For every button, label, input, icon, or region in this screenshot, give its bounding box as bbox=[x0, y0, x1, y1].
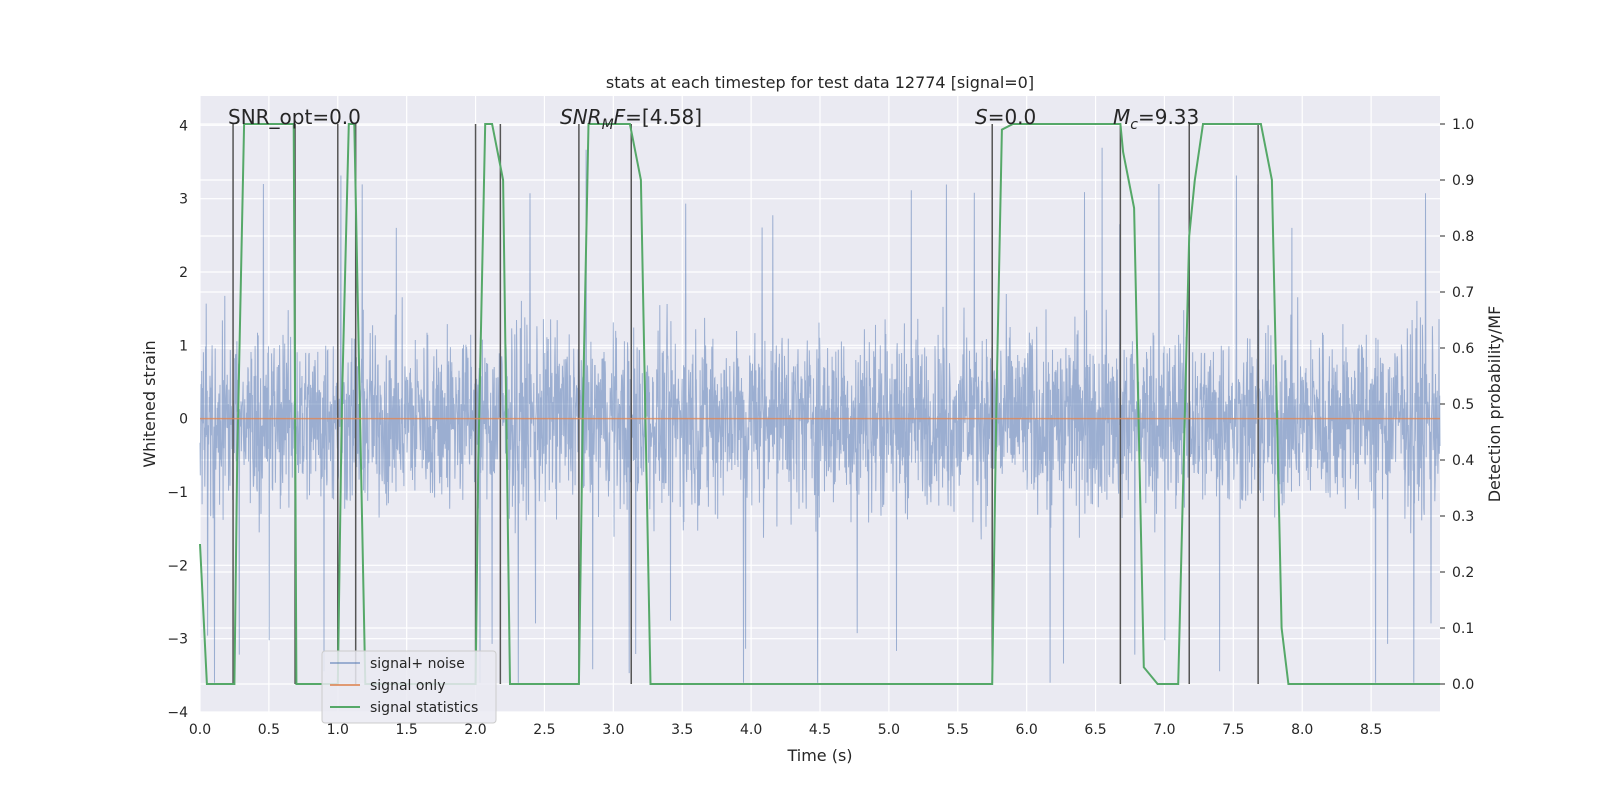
x-tick-label: 7.5 bbox=[1222, 722, 1244, 738]
y-tick-label: 0 bbox=[179, 412, 188, 428]
y-tick-label: 4 bbox=[179, 118, 188, 134]
legend-label-noise: signal+ noise bbox=[370, 656, 465, 672]
y-tick-label: −1 bbox=[167, 485, 188, 501]
chart-title: stats at each timestep for test data 127… bbox=[606, 73, 1034, 92]
y-axis-label: Whitened strain bbox=[140, 340, 159, 467]
x-tick-label: 4.0 bbox=[740, 722, 762, 738]
x-tick-label: 4.5 bbox=[809, 722, 831, 738]
y-tick-label: 3 bbox=[179, 192, 188, 208]
x-axis-label: Time (s) bbox=[786, 746, 852, 765]
legend-label-statistics: signal statistics bbox=[370, 700, 478, 716]
y2-tick-label: 0.5 bbox=[1452, 397, 1474, 413]
x-tick-label: 1.0 bbox=[327, 722, 349, 738]
x-tick-label: 2.5 bbox=[533, 722, 555, 738]
y2-tick-label: 0.4 bbox=[1452, 453, 1474, 469]
signal-statistics-series bbox=[199, 123, 1440, 685]
y2-tick-label: 0.2 bbox=[1452, 565, 1474, 581]
y2-axis-label: Detection probability/MF bbox=[1485, 306, 1504, 503]
y-ticks: 4 3 2 1 0 −1 −2 −3 −4 bbox=[167, 118, 188, 721]
y-tick-label: 1 bbox=[179, 338, 188, 354]
y2-tick-label: 0.8 bbox=[1452, 229, 1474, 245]
x-tick-label: 7.0 bbox=[1153, 722, 1175, 738]
annotations: SNR_opt=0.0 SNRMF=[4.58] S=0.0 Mc=9.33 bbox=[228, 105, 1199, 133]
y-tick-label: −2 bbox=[167, 558, 188, 574]
annotation-mc: Mc=9.33 bbox=[1113, 105, 1199, 133]
y2-tick-label: 0.0 bbox=[1452, 677, 1474, 693]
x-tick-label: 5.0 bbox=[878, 722, 900, 738]
y2-ticks: 1.0 0.9 0.8 0.7 0.6 0.5 0.4 0.3 0.2 0.1 0.0 bbox=[1440, 117, 1474, 693]
annotation-snr-opt: SNR_opt=0.0 bbox=[228, 105, 361, 129]
x-tick-label: 2.0 bbox=[464, 722, 486, 738]
x-tick-label: 8.5 bbox=[1360, 722, 1382, 738]
x-tick-label: 3.0 bbox=[602, 722, 624, 738]
x-tick-label: 6.5 bbox=[1084, 722, 1106, 738]
x-tick-label: 5.5 bbox=[947, 722, 969, 738]
y2-tick-label: 1.0 bbox=[1452, 117, 1474, 133]
y2-tick-label: 0.7 bbox=[1452, 285, 1474, 301]
x-tick-label: 0.5 bbox=[258, 722, 280, 738]
x-tick-label: 1.5 bbox=[396, 722, 418, 738]
x-tick-label: 6.0 bbox=[1016, 722, 1038, 738]
y2-tick-label: 0.3 bbox=[1452, 509, 1474, 525]
annotation-snr-mf: SNRMF=[4.58] bbox=[560, 105, 702, 133]
x-tick-label: 8.0 bbox=[1291, 722, 1313, 738]
y-tick-label: −4 bbox=[167, 705, 188, 721]
y2-tick-label: 0.6 bbox=[1452, 341, 1474, 357]
y-tick-label: −3 bbox=[167, 632, 188, 648]
signal-statistics-line bbox=[199, 123, 1440, 685]
legend-box bbox=[321, 650, 497, 724]
legend: signal+ noise signal only signal statist… bbox=[321, 650, 497, 724]
x-tick-label: 3.5 bbox=[671, 722, 693, 738]
y2-tick-label: 0.9 bbox=[1452, 173, 1474, 189]
legend-label-signal-only: signal only bbox=[370, 678, 445, 694]
x-tick-label: 0.0 bbox=[189, 722, 211, 738]
y-tick-label: 2 bbox=[179, 265, 188, 281]
annotation-s: S=0.0 bbox=[975, 105, 1036, 129]
y2-tick-label: 0.1 bbox=[1452, 621, 1474, 637]
x-ticks: 0.0 0.5 1.0 1.5 2.0 2.5 3.0 3.5 4.0 4.5 5.0 5.5 6.0 6… bbox=[189, 722, 1382, 738]
